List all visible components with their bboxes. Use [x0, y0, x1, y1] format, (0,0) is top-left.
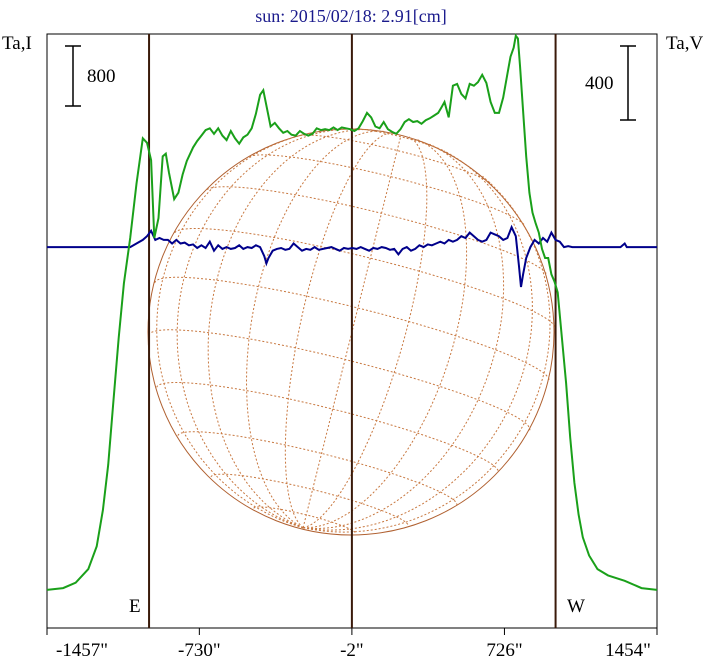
x-tick-label-3: 726" — [486, 640, 522, 661]
grid-meridian — [303, 138, 468, 529]
x-tick-label-1: -730" — [178, 640, 221, 661]
stokes-i-line — [46, 33, 658, 591]
polarization-scale-bar — [620, 45, 636, 121]
grid-parallel — [249, 154, 526, 226]
grid-parallel — [210, 473, 409, 527]
grid-meridian — [156, 132, 310, 529]
grid-meridian — [207, 128, 372, 529]
x-axis-ticks: -1457" -730" -2" 726" 1454" — [46, 628, 658, 661]
intensity-scale-label: 800 — [87, 66, 116, 87]
grid-parallel — [355, 128, 445, 152]
right-axis-label: Ta,V — [666, 33, 703, 54]
heliographic-grid — [148, 128, 556, 534]
limb-marker-lines — [148, 34, 557, 628]
x-tick-label-0: -1457" — [56, 640, 108, 661]
grid-meridian — [302, 134, 402, 528]
grid-meridian — [176, 128, 356, 529]
west-limb-label: W — [567, 596, 585, 617]
grid-meridian — [303, 175, 551, 533]
grid-parallel — [174, 228, 556, 328]
intensity-scale-bar — [65, 45, 81, 107]
chart-title: sun: 2015/02/18: 2.91[cm] — [255, 6, 447, 26]
grid-meridian — [303, 143, 505, 530]
east-limb-label: E — [129, 596, 141, 617]
grid-parallel — [154, 276, 550, 382]
grid-meridian — [303, 150, 533, 531]
x-tick-label-4: 1454" — [605, 640, 651, 661]
grid-parallel — [148, 329, 531, 431]
x-tick-label-2: -2" — [340, 640, 364, 661]
grid-parallel — [206, 186, 548, 275]
grid-meridian — [284, 132, 393, 529]
stokes-v-line — [47, 224, 657, 288]
grid-meridian — [302, 136, 428, 529]
polarization-scale-label: 400 — [585, 73, 614, 94]
left-axis-label: Ta,I — [2, 33, 32, 54]
grid-parallel — [299, 134, 491, 184]
grid-meridian — [245, 130, 386, 529]
grid-parallel — [156, 382, 499, 473]
